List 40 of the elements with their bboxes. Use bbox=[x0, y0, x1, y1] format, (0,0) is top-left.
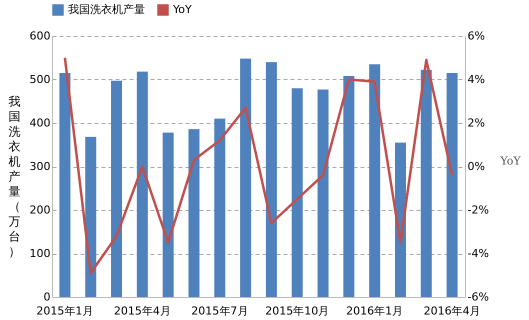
y-tick-label: 300 bbox=[30, 160, 50, 173]
x-tick-label: 2016年4月 bbox=[424, 304, 481, 318]
y-tick-label: 0 bbox=[44, 290, 50, 304]
bar bbox=[136, 72, 148, 297]
legend-label: YoY bbox=[172, 3, 192, 16]
bar bbox=[343, 76, 354, 297]
y2-tick-label: 6% bbox=[468, 30, 485, 42]
y-tick-label: 400 bbox=[30, 116, 50, 130]
bar bbox=[369, 64, 380, 297]
bar bbox=[214, 118, 226, 297]
y2-tick-label: 4% bbox=[468, 73, 485, 86]
y2-axis-title: YoY bbox=[499, 154, 522, 168]
x-tick-label: 2015年1月 bbox=[36, 304, 94, 318]
bar bbox=[59, 72, 70, 297]
bar bbox=[85, 136, 96, 297]
y-tick-label: 200 bbox=[30, 204, 50, 216]
x-tick-label: 2015年4月 bbox=[114, 304, 171, 318]
bar bbox=[266, 62, 277, 297]
y2-tick-label: -4% bbox=[468, 247, 489, 260]
bar bbox=[446, 72, 458, 297]
bar bbox=[318, 90, 329, 297]
y2-tick-label: -2% bbox=[468, 204, 489, 216]
bar bbox=[292, 88, 303, 297]
y2-tick-label: 0% bbox=[468, 160, 485, 173]
x-tick-label: 2015年7月 bbox=[191, 304, 248, 318]
y2-tick-label: -6% bbox=[468, 290, 489, 304]
x-tick-label: 2016年1月 bbox=[346, 304, 404, 318]
y-tick-label: 100 bbox=[30, 247, 50, 260]
y2-tick-label: 2% bbox=[468, 116, 485, 130]
y-tick-label: 600 bbox=[30, 30, 50, 42]
y-tick-label: 500 bbox=[30, 73, 50, 86]
legend-label: 我国洗衣机产量 bbox=[68, 3, 145, 16]
bar bbox=[188, 129, 200, 297]
text: 我国洗衣机产量（万台） bbox=[8, 94, 20, 258]
line-series bbox=[64, 56, 454, 274]
bar bbox=[111, 80, 122, 297]
bar bbox=[162, 132, 174, 297]
bar bbox=[240, 58, 252, 297]
bar bbox=[420, 70, 432, 297]
x-tick-label: 2015年10月 bbox=[265, 304, 330, 318]
